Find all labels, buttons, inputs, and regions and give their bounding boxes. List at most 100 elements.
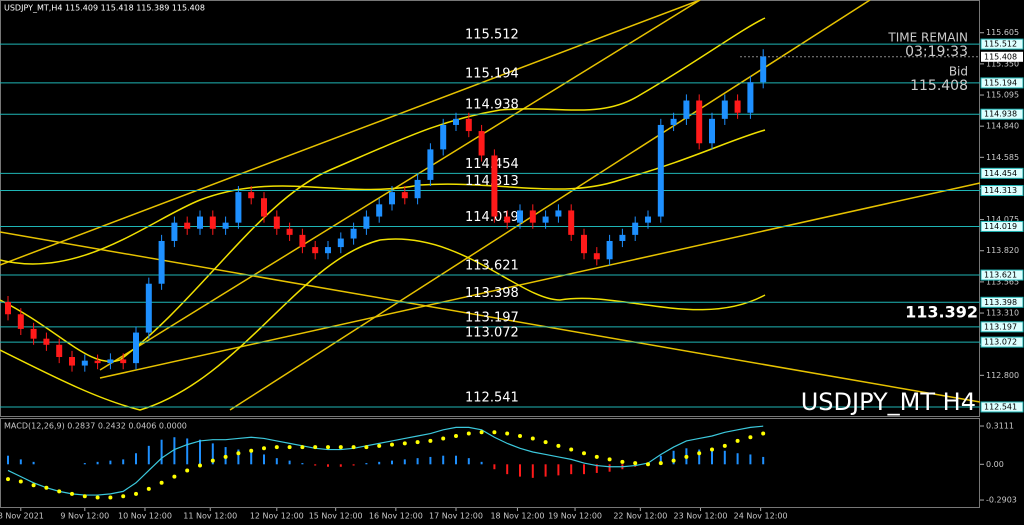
last-price-box (981, 51, 1023, 62)
signal-dot (735, 438, 740, 443)
signal-dot (134, 491, 138, 496)
candle-body (491, 155, 498, 217)
candle-body (555, 210, 562, 217)
level-axis-box (980, 401, 1024, 413)
signal-dot (441, 436, 446, 441)
signal-dot (31, 483, 36, 488)
candle-body (337, 238, 344, 248)
candle-body (325, 247, 331, 254)
level-axis-box (980, 38, 1024, 50)
level-axis-box (980, 269, 1024, 281)
signal-dot (108, 495, 113, 500)
level-axis-box (980, 185, 1024, 197)
signal-dot (556, 443, 561, 448)
signal-dot (569, 447, 574, 452)
x-tick-label: 18 Nov 12:00 (490, 512, 544, 521)
signal-dot (313, 445, 318, 450)
trend-line (99, 182, 981, 379)
signal-dot (454, 434, 458, 438)
x-tick-label: 8 Nov 2021 (0, 512, 44, 521)
signal-dot (722, 443, 727, 448)
signal-dot (543, 440, 548, 445)
candle-body (504, 216, 511, 223)
y-tick-label: 0.00 (986, 460, 1004, 469)
x-tick-label: 23 Nov 12:00 (674, 512, 728, 521)
level-label: 114.938 (465, 98, 519, 113)
chart-header: USDJPY_MT,H4 115.409 115.418 115.389 115… (4, 4, 205, 13)
bid-label: Bid (949, 65, 968, 79)
candle-body (17, 314, 24, 329)
candle-body (5, 302, 11, 315)
candle-body (670, 118, 677, 125)
band-line (0, 238, 766, 411)
signal-dot (582, 451, 586, 456)
candle-body (43, 338, 50, 345)
level-axis-label: 114.313 (984, 186, 1017, 195)
candle-body (696, 100, 703, 144)
x-tick-label: 16 Nov 12:00 (369, 512, 423, 521)
candle-body (133, 332, 139, 364)
candle-body (286, 228, 293, 235)
candle-body (350, 228, 357, 239)
signal-dot (390, 442, 394, 447)
candle-body (721, 100, 728, 119)
candle-body (69, 357, 75, 366)
signal-dot (761, 431, 766, 436)
candle-body (440, 124, 447, 150)
candle-body (478, 131, 485, 156)
signal-dot (249, 448, 254, 453)
level-label: 112.541 (465, 390, 519, 405)
level-axis-label: 115.194 (984, 78, 1017, 87)
x-tick-label: 22 Nov 12:00 (613, 512, 667, 521)
signal-dot (159, 480, 164, 485)
candle-body (363, 216, 370, 229)
signal-dot (44, 485, 49, 490)
price-marker: 113.392 (905, 303, 978, 322)
y-tick-label: 0.3111 (986, 422, 1014, 431)
candle-body (158, 240, 165, 284)
signal-dot (364, 445, 369, 450)
macd-line (7, 425, 764, 496)
macd-title: MACD(12,26,9) 0.2837 0.2432 0.0406 0.000… (4, 422, 187, 431)
signal-dot (198, 463, 202, 468)
candle-body (248, 192, 255, 199)
x-tick-label: 17 Nov 12:00 (429, 512, 483, 521)
signal-dot (172, 474, 177, 479)
level-axis-box (980, 220, 1024, 232)
signal-dot (223, 454, 228, 459)
signal-dot (697, 451, 702, 456)
level-axis-box (980, 108, 1024, 120)
signal-dot (121, 494, 126, 499)
time-remain: 03:19:33 (905, 44, 968, 60)
candle-body (747, 82, 754, 113)
signal-dot (300, 445, 305, 450)
x-tick-label: 19 Nov 12:00 (548, 512, 602, 521)
candle-body (593, 253, 600, 260)
level-label: 113.197 (465, 310, 519, 325)
signal-dot (402, 441, 407, 446)
y-tick-label: 114.075 (986, 215, 1019, 224)
x-tick-label: 10 Nov 12:00 (118, 512, 172, 521)
signal-dot (338, 445, 343, 450)
candle-body (120, 359, 127, 364)
level-label: 113.621 (465, 259, 519, 274)
candle-body (606, 240, 613, 260)
x-tick-label: 9 Nov 12:00 (60, 512, 109, 521)
candle-body (261, 198, 267, 217)
candle-body (81, 360, 88, 366)
level-axis-box (980, 321, 1024, 333)
signal-dot (185, 468, 190, 473)
band-line (0, 17, 766, 363)
level-axis-label: 113.621 (984, 271, 1017, 280)
candle-body (632, 222, 639, 235)
signal-dot (518, 434, 522, 438)
signal-dot (262, 446, 266, 451)
signal-dot (646, 462, 650, 467)
time-remain-label: TIME REMAIN (887, 31, 968, 45)
candle-body (197, 216, 203, 229)
signal-dot (684, 454, 689, 459)
signal-dot (607, 457, 612, 462)
signal-dot (95, 495, 100, 500)
signal-dot (236, 451, 241, 456)
